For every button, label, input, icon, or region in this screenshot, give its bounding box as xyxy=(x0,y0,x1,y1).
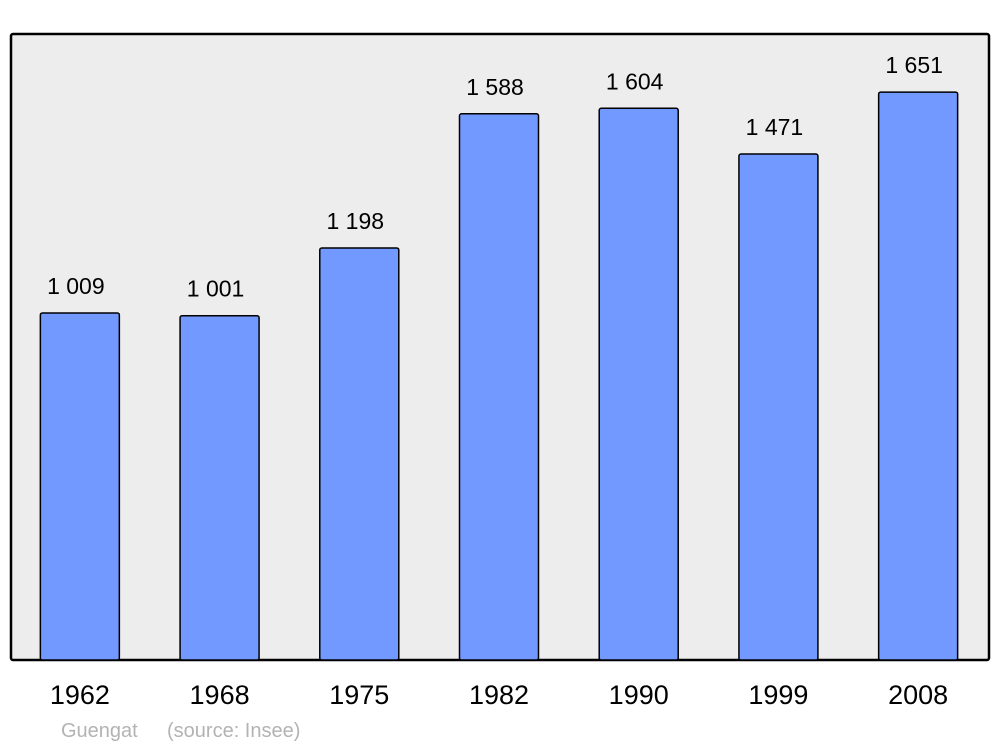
x-tick-label-2008: 2008 xyxy=(888,680,948,710)
x-tick-label-1968: 1968 xyxy=(190,680,250,710)
bar-1982 xyxy=(458,113,540,661)
footer-place: Guengat xyxy=(61,720,138,742)
x-tick-label-1990: 1990 xyxy=(609,680,669,710)
bar-1990 xyxy=(598,107,679,661)
bar-1962 xyxy=(39,312,121,661)
x-tick-label-1982: 1982 xyxy=(469,680,529,710)
value-label-1962: 1 009 xyxy=(47,273,105,299)
x-tick-label-1999: 1999 xyxy=(748,680,808,710)
x-tick-label-1975: 1975 xyxy=(329,680,389,710)
value-label-1990: 1 604 xyxy=(606,68,664,94)
value-label-1999: 1 471 xyxy=(746,114,804,140)
value-label-1975: 1 198 xyxy=(327,208,385,234)
bar-1975 xyxy=(319,247,400,661)
value-label-1968: 1 001 xyxy=(187,276,245,302)
x-tick-label-1962: 1962 xyxy=(50,680,110,710)
footer-source: (source: Insee) xyxy=(167,720,300,742)
bar-2008 xyxy=(877,91,959,661)
bar-1968 xyxy=(179,314,260,661)
value-label-1982: 1 588 xyxy=(466,74,524,100)
bar-1999 xyxy=(738,153,819,661)
value-label-2008: 1 651 xyxy=(885,52,943,78)
